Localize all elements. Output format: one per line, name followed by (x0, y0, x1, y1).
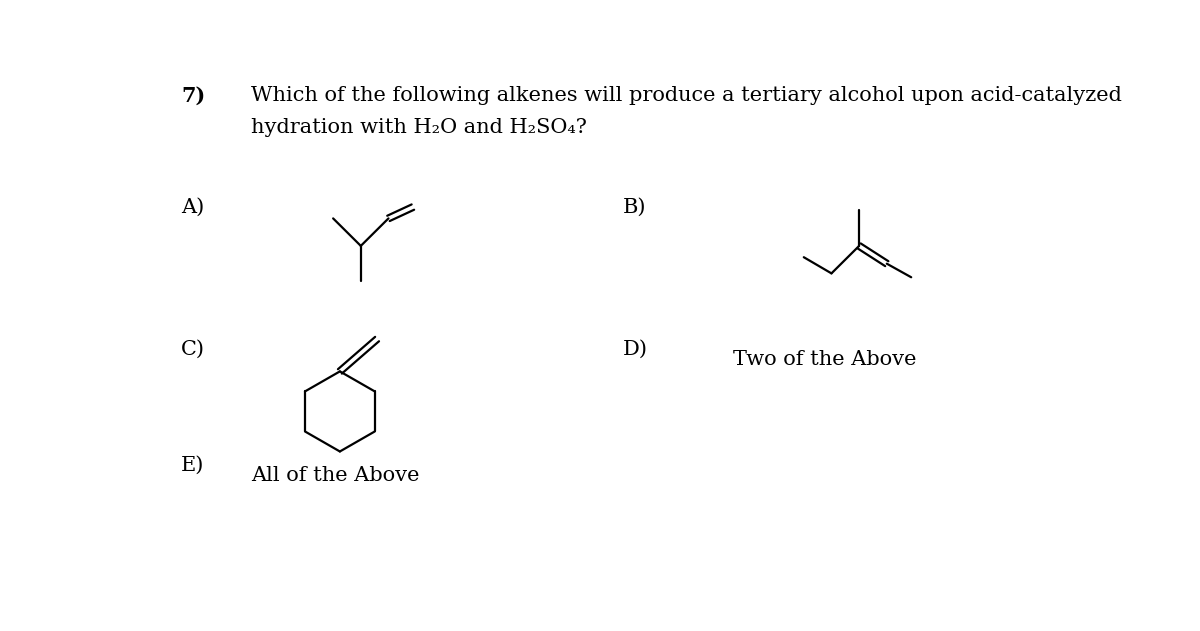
Text: 7): 7) (181, 86, 205, 106)
Text: A): A) (181, 198, 204, 217)
Text: Which of the following alkenes will produce a tertiary alcohol upon acid-catalyz: Which of the following alkenes will prod… (251, 86, 1122, 105)
Text: hydration with H₂O and H₂SO₄?: hydration with H₂O and H₂SO₄? (251, 118, 587, 137)
Text: D): D) (623, 340, 648, 359)
Text: B): B) (623, 198, 647, 217)
Text: E): E) (181, 456, 204, 475)
Text: All of the Above: All of the Above (251, 466, 419, 485)
Text: C): C) (181, 340, 205, 359)
Text: Two of the Above: Two of the Above (733, 350, 917, 369)
